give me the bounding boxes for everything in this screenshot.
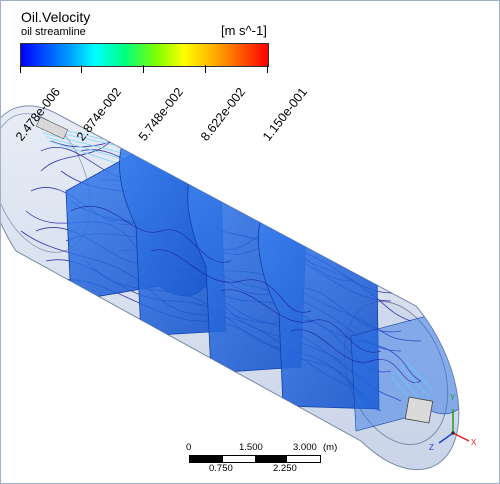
scale-segment xyxy=(255,456,287,462)
legend-tick xyxy=(143,65,144,73)
scale-label: 3.000 xyxy=(293,442,317,453)
legend-tick xyxy=(20,65,21,73)
scale-label: 0 xyxy=(186,442,192,453)
scale-unit: (m) xyxy=(323,442,338,453)
legend-colorbar xyxy=(20,43,269,67)
legend-tick xyxy=(267,65,268,73)
axis-y-label: Y xyxy=(450,393,456,402)
scale-label: 0.750 xyxy=(209,463,233,474)
streamlines-front xyxy=(70,205,422,383)
tank-far-cap xyxy=(1,113,91,253)
inlet-port xyxy=(35,116,69,140)
outlet-port xyxy=(404,396,434,424)
legend-unit: [m s^-1] xyxy=(221,23,267,38)
legend-subtitle: oil streamline xyxy=(21,26,86,38)
axis-z-label: Z xyxy=(429,443,434,452)
legend-title: Oil.Velocity xyxy=(21,9,91,25)
scale-segment xyxy=(190,456,223,462)
scale-label: 2.250 xyxy=(273,463,297,474)
scale-bar xyxy=(189,455,321,463)
axis-triad xyxy=(438,409,470,444)
scale-label: 1.500 xyxy=(239,442,263,453)
legend-tick xyxy=(205,65,206,73)
legend-tick xyxy=(81,65,82,73)
axis-x-label: X xyxy=(471,438,477,447)
